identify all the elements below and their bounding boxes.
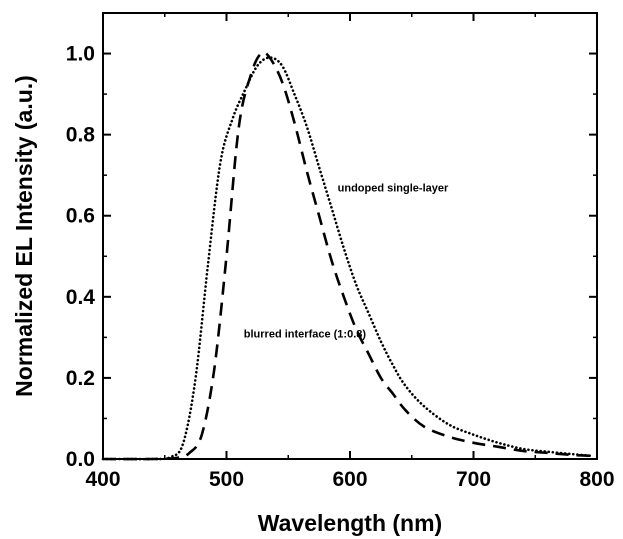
plot-frame — [102, 12, 598, 460]
plot-area-border — [102, 12, 598, 460]
x-tick-label: 400 — [85, 468, 120, 491]
y-tick-label: 0.6 — [66, 205, 95, 228]
series-line-blurred-interface — [102, 51, 591, 461]
y-tick-label: 0.0 — [66, 448, 95, 471]
annotation-blurred-interface: blurred interface (1:0.8) — [244, 328, 367, 340]
x-tick-label: 600 — [332, 468, 367, 491]
x-tick-label: 800 — [579, 468, 614, 491]
y-tick-label: 0.8 — [66, 124, 96, 147]
ticks — [102, 13, 598, 460]
annotation-undoped-single-layer: undoped single-layer — [338, 182, 449, 194]
y-tick-label: 0.2 — [66, 367, 95, 390]
series-lines — [101, 51, 593, 461]
y-tick-label: 1.0 — [66, 43, 95, 66]
y-tick-label: 0.4 — [66, 286, 96, 309]
y-axis-title: Normalized EL Intensity (a.u.) — [11, 75, 37, 397]
x-axis-title: Wavelength (nm) — [258, 510, 442, 536]
series-line-undoped-single-layer — [101, 56, 593, 461]
x-tick-label: 700 — [456, 468, 491, 491]
x-tick-label: 500 — [209, 468, 244, 491]
tick-labels: 400 500 600 700 800 0.0 0.2 0.4 0.6 0.8 1.0 — [66, 43, 615, 491]
